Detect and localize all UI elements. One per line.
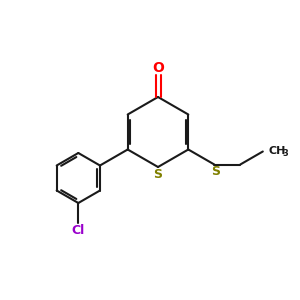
Text: CH: CH: [268, 146, 286, 155]
Text: 3: 3: [283, 149, 289, 158]
Text: Cl: Cl: [72, 224, 85, 236]
Text: O: O: [152, 61, 164, 75]
Text: S: S: [211, 165, 220, 178]
Text: S: S: [154, 167, 163, 181]
